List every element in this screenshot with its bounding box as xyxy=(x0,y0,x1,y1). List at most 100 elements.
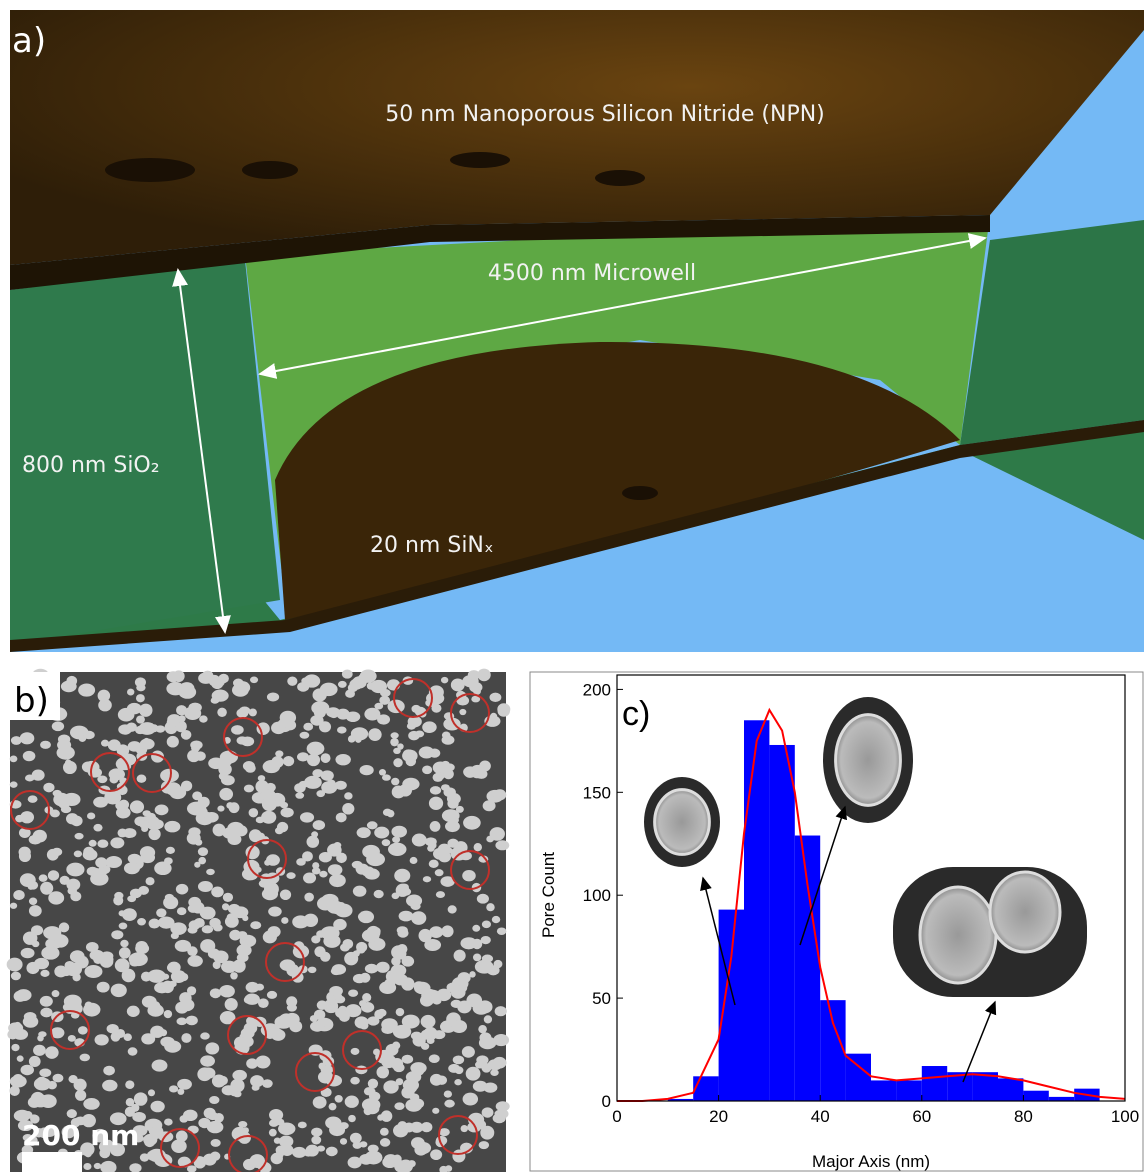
particle xyxy=(20,732,35,744)
bar xyxy=(719,910,744,1101)
particle xyxy=(84,965,102,978)
particle xyxy=(298,1122,307,1129)
panel-c: c) Major Axis (nm) Pore Count 0204060801… xyxy=(530,672,1143,1171)
particle xyxy=(45,1046,58,1059)
particle xyxy=(221,775,235,785)
particle xyxy=(429,860,439,868)
particle xyxy=(443,787,455,797)
particle xyxy=(327,901,344,914)
particle xyxy=(402,750,418,763)
particle xyxy=(231,930,239,937)
particle xyxy=(435,869,444,876)
particle xyxy=(66,863,84,877)
particle xyxy=(97,982,110,993)
particle xyxy=(107,1024,119,1033)
bar xyxy=(769,745,794,1101)
particle xyxy=(209,1096,219,1104)
particle xyxy=(11,1044,19,1051)
particle xyxy=(95,1034,109,1045)
x-tick-label: 100 xyxy=(1111,1107,1139,1126)
bar xyxy=(795,836,820,1101)
particle xyxy=(405,1099,422,1112)
particle xyxy=(124,1033,132,1041)
particle xyxy=(330,712,338,718)
particle xyxy=(89,1099,99,1106)
particle xyxy=(249,808,259,817)
particle xyxy=(183,1110,198,1121)
inset-pore xyxy=(920,887,996,983)
particle xyxy=(72,973,80,981)
particle xyxy=(175,1002,188,1014)
particle xyxy=(348,683,358,692)
particle xyxy=(136,694,145,702)
particle xyxy=(139,704,152,717)
particle xyxy=(318,1063,325,1070)
particle xyxy=(48,870,59,880)
particle xyxy=(399,911,414,922)
particle xyxy=(310,1021,324,1032)
particle xyxy=(10,781,18,787)
particle xyxy=(486,903,494,911)
particle xyxy=(237,944,252,956)
scale-bar xyxy=(22,1152,82,1172)
particle xyxy=(244,785,254,793)
particle xyxy=(412,834,427,847)
particle xyxy=(366,852,385,866)
particle xyxy=(28,795,38,802)
particle xyxy=(257,1161,269,1170)
particle xyxy=(303,723,313,731)
particle xyxy=(421,1043,429,1050)
particle xyxy=(369,1088,376,1094)
particle xyxy=(148,828,160,840)
y-tick-label: 0 xyxy=(602,1092,611,1111)
particle xyxy=(24,1012,37,1021)
particle xyxy=(317,1000,328,1010)
particle xyxy=(482,921,491,929)
particle xyxy=(40,1008,52,1018)
particle xyxy=(295,792,304,798)
particle xyxy=(7,958,23,972)
particle xyxy=(280,959,296,971)
particle xyxy=(164,1010,172,1018)
particle xyxy=(139,821,149,829)
particle xyxy=(136,941,148,952)
particle xyxy=(342,670,353,679)
particle xyxy=(304,893,314,902)
x-tick-label: 60 xyxy=(912,1107,931,1126)
particle xyxy=(473,1081,488,1092)
particle xyxy=(381,1018,398,1031)
particle xyxy=(430,786,441,794)
particle xyxy=(301,781,309,787)
particle xyxy=(34,1077,51,1090)
particle xyxy=(122,908,137,921)
particle xyxy=(461,1125,468,1132)
particle xyxy=(155,805,169,816)
particle xyxy=(83,847,94,858)
particle xyxy=(380,1128,389,1136)
particle xyxy=(124,862,140,874)
panel-a: a) 50 nm Nanoporous Silicon Nitride (NPN… xyxy=(10,10,1144,652)
particle xyxy=(454,1079,462,1085)
particle xyxy=(29,835,42,845)
particle xyxy=(198,797,210,808)
particle xyxy=(83,1003,100,1017)
particle xyxy=(63,793,81,806)
particle xyxy=(80,1054,90,1062)
particle xyxy=(37,1035,44,1042)
particle xyxy=(280,802,288,808)
particle xyxy=(187,832,201,845)
particle xyxy=(393,1063,404,1072)
particle xyxy=(149,918,160,928)
particle xyxy=(344,952,358,965)
particle xyxy=(391,946,404,959)
bar xyxy=(1049,1097,1074,1101)
particle xyxy=(445,821,460,832)
particle xyxy=(423,724,433,732)
particle xyxy=(429,1054,440,1063)
particle xyxy=(301,677,310,684)
particle xyxy=(348,1115,356,1122)
x-tick-label: 80 xyxy=(1014,1107,1033,1126)
particle xyxy=(274,1137,281,1143)
particle xyxy=(280,890,291,901)
particle xyxy=(111,984,127,998)
